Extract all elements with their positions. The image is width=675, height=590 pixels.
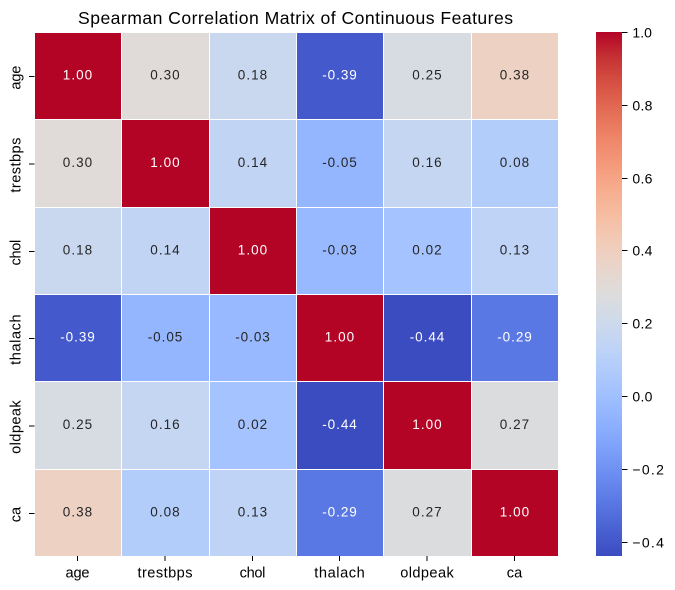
svg-text:ca: ca <box>9 506 25 522</box>
svg-text:0.08: 0.08 <box>500 155 529 170</box>
svg-text:ca: ca <box>507 565 523 581</box>
svg-text:0.14: 0.14 <box>238 155 268 170</box>
svg-text:chol: chol <box>240 565 266 581</box>
svg-text:0.16: 0.16 <box>412 155 441 170</box>
svg-text:Spearman Correlation Matrix of: Spearman Correlation Matrix of Continuou… <box>78 8 513 28</box>
svg-text:trestbps: trestbps <box>138 565 193 581</box>
svg-text:thalach: thalach <box>9 314 25 365</box>
svg-text:0.13: 0.13 <box>500 242 529 257</box>
svg-text:age: age <box>66 565 90 581</box>
svg-text:0.08: 0.08 <box>150 504 179 519</box>
svg-text:-0.05: -0.05 <box>322 155 357 170</box>
svg-text:0.18: 0.18 <box>63 242 92 257</box>
svg-text:-0.29: -0.29 <box>322 504 357 519</box>
svg-text:-0.39: -0.39 <box>322 67 357 82</box>
svg-text:0.2: 0.2 <box>632 315 652 331</box>
svg-text:0.6: 0.6 <box>632 170 652 186</box>
svg-text:0.25: 0.25 <box>412 67 441 82</box>
svg-text:0.0: 0.0 <box>632 388 652 404</box>
svg-text:0.25: 0.25 <box>63 417 92 432</box>
svg-text:-0.29: -0.29 <box>497 329 532 344</box>
svg-text:1.00: 1.00 <box>500 504 529 519</box>
svg-text:age: age <box>9 66 25 90</box>
svg-text:0.18: 0.18 <box>238 67 267 82</box>
svg-text:0.8: 0.8 <box>632 97 652 113</box>
svg-text:1.00: 1.00 <box>325 329 354 344</box>
svg-text:1.00: 1.00 <box>63 67 92 82</box>
svg-text:1.00: 1.00 <box>412 417 441 432</box>
svg-text:0.27: 0.27 <box>500 417 529 432</box>
svg-text:0.02: 0.02 <box>238 417 267 432</box>
svg-text:1.0: 1.0 <box>632 24 652 40</box>
svg-text:−0.4: −0.4 <box>632 534 664 550</box>
svg-text:1.00: 1.00 <box>238 242 267 257</box>
svg-text:-0.03: -0.03 <box>235 329 270 344</box>
svg-text:0.38: 0.38 <box>63 504 92 519</box>
svg-text:trestbps: trestbps <box>9 138 25 193</box>
svg-text:0.14: 0.14 <box>150 242 180 257</box>
svg-text:-0.44: -0.44 <box>410 329 445 344</box>
svg-text:0.16: 0.16 <box>150 417 179 432</box>
svg-text:0.02: 0.02 <box>412 242 441 257</box>
svg-text:-0.44: -0.44 <box>322 417 357 432</box>
svg-text:0.38: 0.38 <box>500 67 529 82</box>
svg-text:chol: chol <box>9 240 25 266</box>
svg-text:0.30: 0.30 <box>150 67 179 82</box>
svg-text:1.00: 1.00 <box>150 155 179 170</box>
svg-text:-0.03: -0.03 <box>322 242 357 257</box>
svg-text:oldpeak: oldpeak <box>400 565 454 581</box>
svg-text:thalach: thalach <box>314 565 365 581</box>
svg-text:0.13: 0.13 <box>238 504 267 519</box>
svg-text:-0.39: -0.39 <box>60 329 95 344</box>
svg-text:0.27: 0.27 <box>412 504 441 519</box>
svg-text:−0.2: −0.2 <box>632 461 664 477</box>
svg-text:0.4: 0.4 <box>632 242 652 258</box>
svg-text:-0.05: -0.05 <box>148 329 183 344</box>
svg-text:oldpeak: oldpeak <box>9 400 25 454</box>
svg-text:0.30: 0.30 <box>63 155 92 170</box>
